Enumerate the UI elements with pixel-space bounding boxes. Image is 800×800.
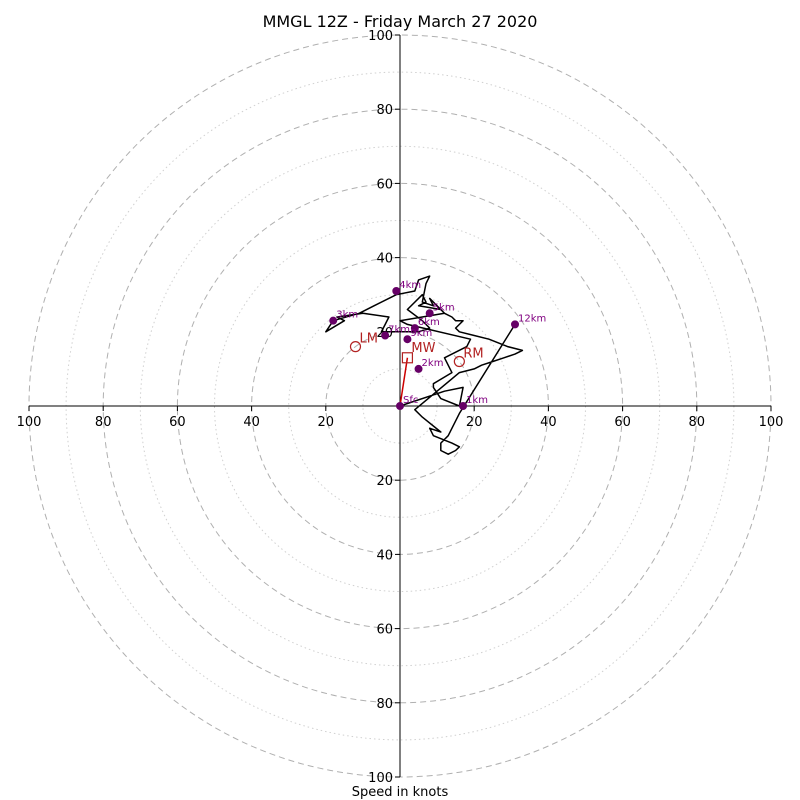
y-tick-label: 100: [368, 29, 393, 44]
y-tick-label: 100: [368, 771, 393, 786]
x-tick-label: 80: [689, 415, 706, 430]
y-tick-label: 40: [376, 252, 393, 267]
chart-title: MMGL 12Z - Friday March 27 2020: [263, 12, 538, 31]
height-marker-point: [381, 331, 390, 340]
height-markers: Sfc 1km 2km 3km 4km 5km 6km 7km 9km 12km: [329, 280, 546, 410]
height-marker-point: [511, 320, 520, 329]
height-marker-label: Sfc: [403, 395, 418, 406]
height-marker-label: 1km: [466, 395, 488, 406]
y-tick-label: 60: [376, 177, 393, 192]
height-marker-point: [396, 402, 404, 410]
height-marker-label: 5km: [433, 302, 455, 313]
x-tick-label: 40: [540, 415, 557, 430]
height-marker-point: [425, 309, 434, 318]
storm-motion-marker: [453, 355, 465, 368]
storm-motion-label: LM: [359, 332, 377, 347]
height-marker-label: 9km: [410, 328, 432, 339]
storm-motion-label: RM: [463, 346, 483, 361]
height-marker-label: 7km: [388, 325, 410, 336]
wind-trace: [325, 275, 524, 455]
storm-motion-markers: LM RM MW: [349, 332, 484, 407]
y-tick-label: 80: [376, 697, 393, 712]
height-marker-label: 4km: [399, 280, 421, 291]
storm-motion-label: MW: [411, 341, 435, 356]
height-marker-label: 6km: [418, 317, 440, 328]
x-tick-label: 80: [95, 415, 112, 430]
mean-wind-vector: [399, 357, 409, 407]
x-axis-label: Speed in knots: [352, 785, 449, 800]
y-tick-label: 80: [376, 103, 393, 118]
x-tick-label: 20: [318, 415, 335, 430]
height-marker-label: 12km: [518, 313, 546, 324]
tick-labels: 2020202040404040606060608080808010010010…: [17, 29, 784, 786]
x-tick-label: 100: [17, 415, 42, 430]
x-tick-label: 40: [243, 415, 260, 430]
height-marker-point: [329, 316, 338, 325]
x-tick-label: 60: [614, 415, 631, 430]
mean-wind-marker: [401, 352, 414, 364]
height-marker-label: 3km: [336, 310, 358, 321]
x-tick-label: 20: [466, 415, 483, 430]
x-tick-label: 60: [169, 415, 186, 430]
height-marker-point: [403, 335, 412, 344]
y-tick-label: 60: [376, 623, 393, 638]
storm-motion-marker: [349, 341, 362, 353]
height-marker-point: [414, 364, 423, 373]
y-tick-label: 40: [376, 548, 393, 563]
y-tick-label: 20: [376, 474, 393, 489]
height-marker-point: [459, 402, 468, 410]
x-tick-label: 100: [759, 415, 784, 430]
height-marker-label: 2km: [422, 358, 444, 369]
height-marker-point: [392, 286, 401, 295]
wind-trace-line: [325, 275, 524, 455]
height-marker-point: [410, 324, 419, 333]
